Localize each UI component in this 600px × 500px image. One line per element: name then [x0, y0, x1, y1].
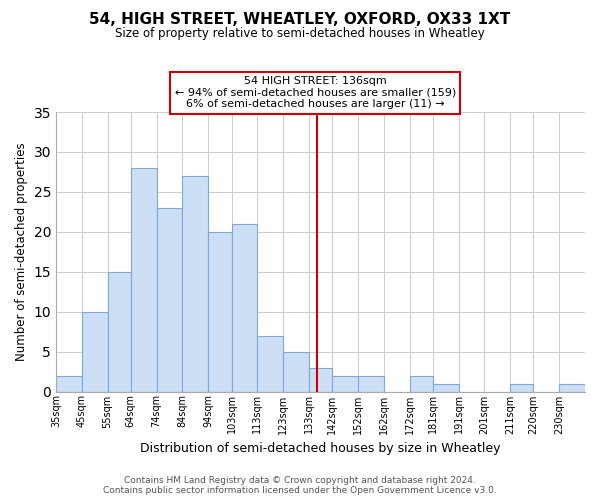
Bar [208, 232, 232, 392]
Y-axis label: Number of semi-detached properties: Number of semi-detached properties [15, 142, 28, 361]
Text: Size of property relative to semi-detached houses in Wheatley: Size of property relative to semi-detach… [115, 28, 485, 40]
Bar [309, 368, 332, 392]
Text: 54, HIGH STREET, WHEATLEY, OXFORD, OX33 1XT: 54, HIGH STREET, WHEATLEY, OXFORD, OX33 … [89, 12, 511, 28]
Bar [232, 224, 257, 392]
Bar [283, 352, 309, 392]
Bar [56, 376, 82, 392]
Bar [358, 376, 384, 392]
Bar [433, 384, 458, 392]
X-axis label: Distribution of semi-detached houses by size in Wheatley: Distribution of semi-detached houses by … [140, 442, 501, 455]
Bar [182, 176, 208, 392]
Bar [510, 384, 533, 392]
Bar [107, 272, 131, 392]
Text: Contains HM Land Registry data © Crown copyright and database right 2024.
Contai: Contains HM Land Registry data © Crown c… [103, 476, 497, 495]
Bar [559, 384, 585, 392]
Bar [131, 168, 157, 392]
Bar [257, 336, 283, 392]
Bar [157, 208, 182, 392]
Text: 54 HIGH STREET: 136sqm
← 94% of semi-detached houses are smaller (159)
6% of sem: 54 HIGH STREET: 136sqm ← 94% of semi-det… [175, 76, 456, 110]
Bar [410, 376, 433, 392]
Bar [82, 312, 107, 392]
Bar [332, 376, 358, 392]
